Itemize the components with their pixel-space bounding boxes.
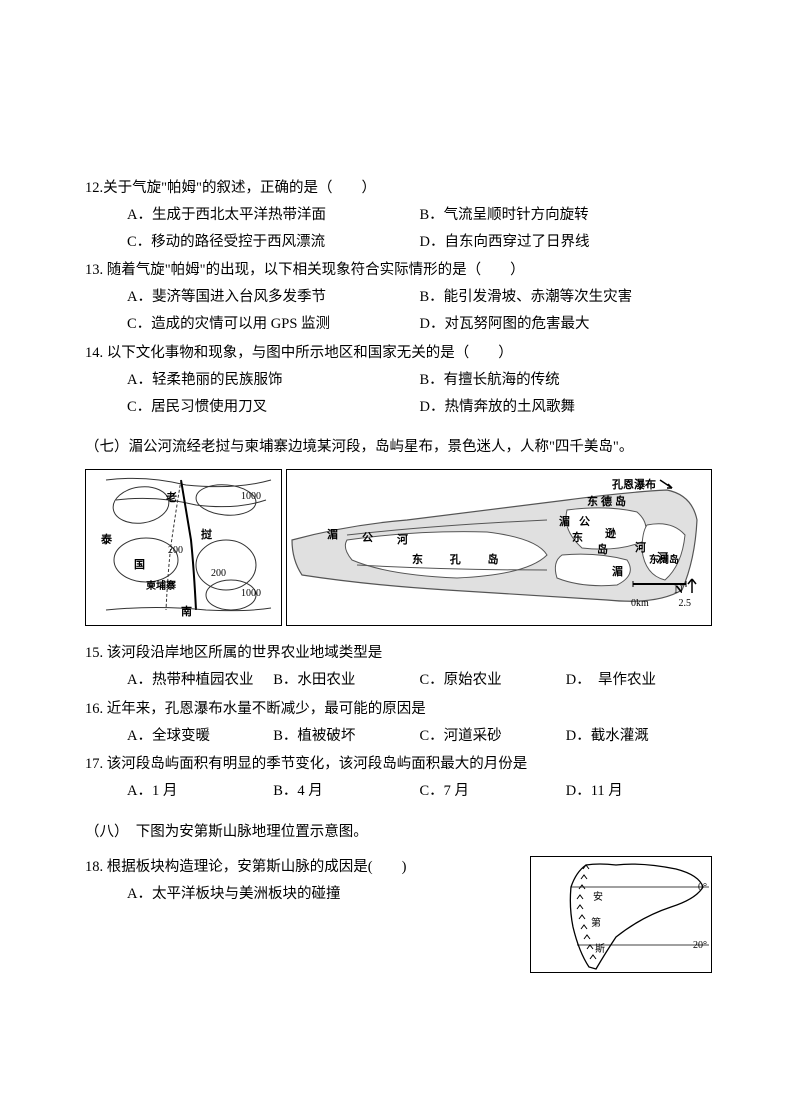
question-16: 16. 近年来，孔恩瀑布水量不断减少，最可能的原因是 A．全球变暖 B．植被破坏… (85, 696, 712, 750)
label-country: 国 (134, 555, 145, 575)
q16-stem: 16. 近年来，孔恩瀑布水量不断减少，最可能的原因是 (85, 696, 712, 723)
question-18: 18. 根据板块构造理论，安第斯山脉的成因是( ) A．太平洋板块与美洲板块的碰… (85, 854, 518, 908)
q14-opt-a: A．轻柔艳丽的民族服饰 (127, 367, 420, 394)
q16-opt-a: A．全球变暖 (127, 723, 273, 750)
label-c4: 1000 (241, 585, 261, 604)
label-laos: 老 (166, 488, 177, 508)
label-mr3: 湄 (612, 562, 623, 582)
q18-opt-a: A．太平洋板块与美洲板块的碰撞 (127, 881, 518, 908)
map-left: 老 1000 泰 国 挝 200 200 柬埔寨 1000 南 (85, 469, 282, 626)
q13-opt-d: D．对瓦努阿图的危害最大 (420, 311, 713, 338)
label-an: 安 (593, 889, 603, 908)
q17-opt-b: B．4 月 (273, 778, 419, 805)
label-her1: 河 (635, 538, 646, 558)
khone-arrow-icon (658, 478, 676, 492)
q14-stem: 14. 以下文化事物和现象，与图中所示地区和国家无关的是（ ） (85, 340, 712, 367)
q17-stem: 17. 该河段岛屿面积有明显的季节变化，该河段岛屿面积最大的月份是 (85, 751, 712, 778)
q13-options: A．斐济等国进入台风多发季节 B．能引发滑坡、赤潮等次生灾害 C．造成的灾情可以… (85, 284, 712, 338)
q12-opt-c: C．移动的路径受控于西风漂流 (127, 229, 420, 256)
label-mr1: 湄 (559, 512, 570, 532)
label-dongde: 东德岛 (587, 492, 629, 512)
q12-stem: 12.关于气旋"帕姆"的叙述，正确的是（ ） (85, 175, 712, 202)
q15-options: A．热带种植园农业 B．水田农业 C．原始农业 D． 旱作农业 (85, 667, 712, 694)
q18-stem: 18. 根据板块构造理论，安第斯山脉的成因是( ) (85, 854, 518, 881)
q12-opt-a: A．生成于西北太平洋热带洋面 (127, 202, 420, 229)
label-thai: 泰 (101, 530, 112, 550)
label-dong: 东 (572, 528, 583, 548)
q13-opt-b: B．能引发滑坡、赤潮等次生灾害 (420, 284, 713, 311)
q15-stem: 15. 该河段沿岸地区所属的世界农业地域类型是 (85, 640, 712, 667)
q18-options: A．太平洋板块与美洲板块的碰撞 (85, 881, 518, 908)
q14-opt-b: B．有擅长航海的传统 (420, 367, 713, 394)
q18-row: 18. 根据板块构造理论，安第斯山脉的成因是( ) A．太平洋板块与美洲板块的碰… (85, 854, 712, 973)
label-cambodia: 柬埔寨 (146, 578, 176, 597)
label-m2: 公 (362, 528, 373, 548)
label-lat0: 0° (698, 879, 707, 898)
q16-options: A．全球变暖 B．植被破坏 C．河道采砂 D．截水灌溉 (85, 723, 712, 750)
andes-svg (531, 857, 711, 972)
label-si: 斯 (595, 941, 605, 960)
q16-opt-b: B．植被破坏 (273, 723, 419, 750)
label-nan: 南 (181, 602, 192, 622)
question-14: 14. 以下文化事物和现象，与图中所示地区和国家无关的是（ ） A．轻柔艳丽的民… (85, 340, 712, 420)
q15-opt-a: A．热带种植园农业 (127, 667, 273, 694)
q16-opt-c: C．河道采砂 (420, 723, 566, 750)
q12-opt-b: B．气流呈顺时针方向旋转 (420, 202, 713, 229)
q17-opt-c: C．7 月 (420, 778, 566, 805)
q14-options: A．轻柔艳丽的民族服饰 B．有擅长航海的传统 C．居民习惯使用刀叉 D．热情奔放… (85, 367, 712, 421)
question-15: 15. 该河段沿岸地区所属的世界农业地域类型是 A．热带种植园农业 B．水田农业… (85, 640, 712, 694)
label-m3: 河 (397, 530, 408, 550)
q17-options: A．1 月 B．4 月 C．7 月 D．11 月 (85, 778, 712, 805)
label-dongkuan: 东阔岛 (649, 552, 679, 571)
scale-0: 0km (631, 595, 649, 614)
q13-stem: 13. 随着气旋"帕姆"的出现，以下相关现象符合实际情形的是（ ） (85, 257, 712, 284)
label-dao: 岛 (597, 540, 608, 560)
q17-opt-d: D．11 月 (566, 778, 712, 805)
q13-opt-c: C．造成的灾情可以用 GPS 监测 (127, 311, 420, 338)
q15-opt-d: D． 旱作农业 (566, 667, 712, 694)
scale-bar: 0km 2.5 (631, 578, 691, 613)
map-right: 孔恩瀑布 东德岛 湄 公 河 东 孔 岛 湄 公 东 逊 河 河 岛 湄 东阔岛… (286, 469, 712, 626)
label-c3: 200 (211, 565, 226, 584)
q16-opt-d: D．截水灌溉 (566, 723, 712, 750)
label-dongkong: 东 孔 岛 (412, 550, 511, 570)
scale-1: 2.5 (679, 595, 692, 614)
question-12: 12.关于气旋"帕姆"的叙述，正确的是（ ） A．生成于西北太平洋热带洋面 B．… (85, 175, 712, 255)
q14-opt-c: C．居民习惯使用刀叉 (127, 394, 420, 421)
map-andes: 安 第 斯 0° 20° (530, 856, 712, 973)
q15-opt-c: C．原始农业 (420, 667, 566, 694)
section-8-intro: （八） 下图为安第斯山脉地理位置示意图。 (85, 819, 712, 846)
q15-opt-b: B．水田农业 (273, 667, 419, 694)
section-7-intro: （七）湄公河流经老挝与柬埔寨边境某河段，岛屿星布，景色迷人，人称"四千美岛"。 (85, 434, 712, 461)
q13-opt-a: A．斐济等国进入台风多发季节 (127, 284, 420, 311)
label-lat20: 20° (693, 937, 707, 956)
q17-opt-a: A．1 月 (127, 778, 273, 805)
question-17: 17. 该河段岛屿面积有明显的季节变化，该河段岛屿面积最大的月份是 A．1 月 … (85, 751, 712, 805)
page-content: 12.关于气旋"帕姆"的叙述，正确的是（ ） A．生成于西北太平洋热带洋面 B．… (0, 0, 800, 1108)
label-m1: 湄 (327, 525, 338, 545)
q12-opt-d: D．自东向西穿过了日界线 (420, 229, 713, 256)
label-c1: 1000 (241, 488, 261, 507)
label-di: 第 (591, 915, 601, 934)
q14-opt-d: D．热情奔放的土风歌舞 (420, 394, 713, 421)
label-laos2: 挝 (201, 525, 212, 545)
label-c2: 200 (168, 542, 183, 561)
figure-row-mekong: 老 1000 泰 国 挝 200 200 柬埔寨 1000 南 (85, 469, 712, 626)
question-13: 13. 随着气旋"帕姆"的出现，以下相关现象符合实际情形的是（ ） A．斐济等国… (85, 257, 712, 337)
q12-options: A．生成于西北太平洋热带洋面 B．气流呈顺时针方向旋转 C．移动的路径受控于西风… (85, 202, 712, 256)
